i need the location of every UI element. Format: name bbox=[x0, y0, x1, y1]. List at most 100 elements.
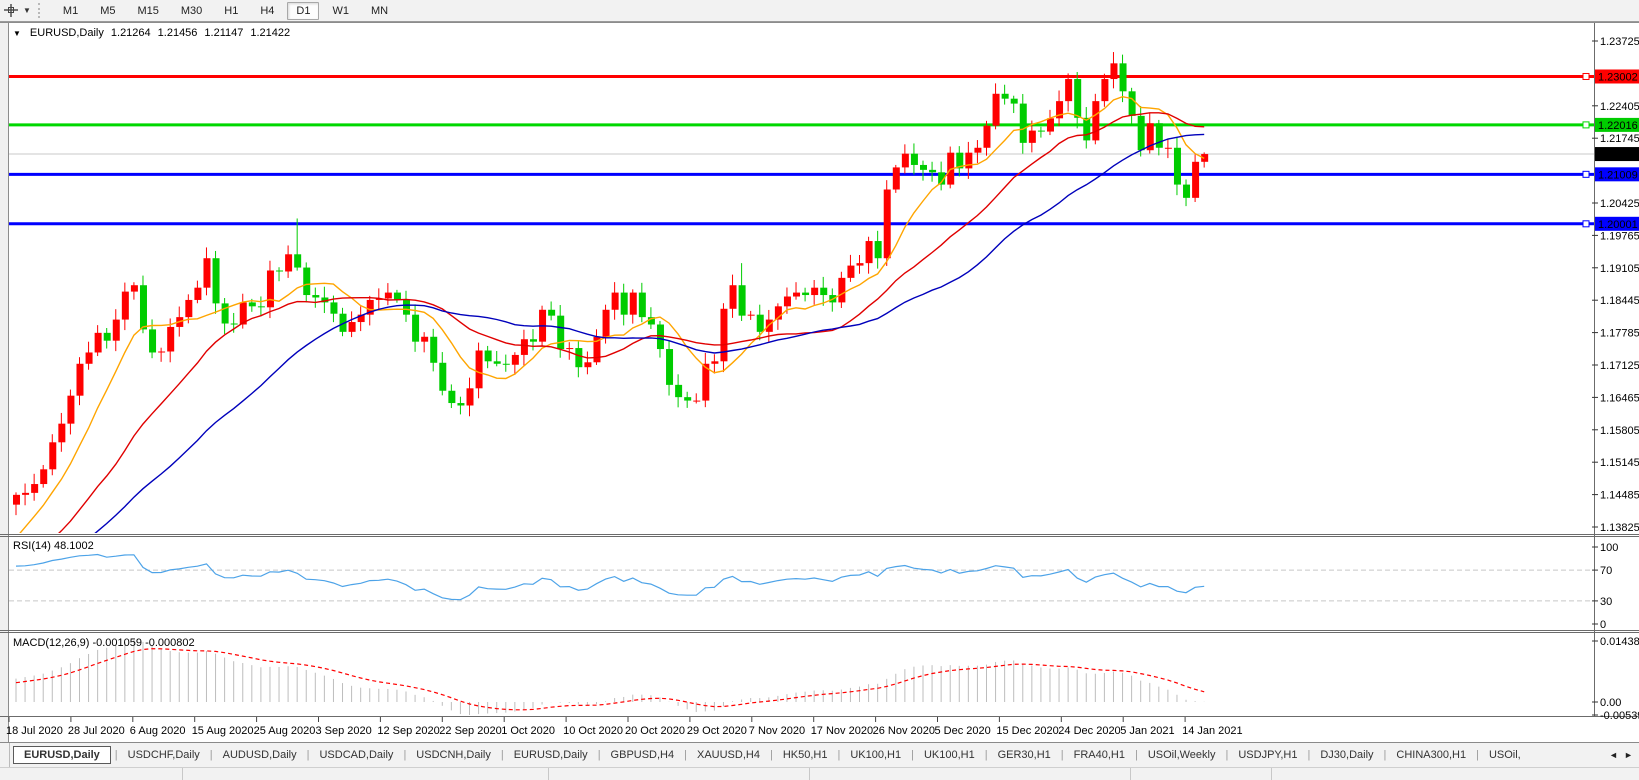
date-tick-label: 5 Dec 2020 bbox=[935, 725, 991, 737]
tf-button-M15[interactable]: M15 bbox=[137, 4, 159, 17]
macd-signal-line bbox=[15, 648, 1205, 711]
tf-button-W1[interactable]: W1 bbox=[332, 4, 349, 17]
chart-symbol-label: EURUSD,Daily bbox=[29, 27, 104, 39]
chart-low-value: 1.21147 bbox=[204, 27, 244, 39]
date-tick-label: 22 Sep 2020 bbox=[439, 725, 501, 737]
price-tag-1.21009[interactable] bbox=[1595, 167, 1639, 182]
chart-collapse-icon[interactable]: ▼ bbox=[13, 28, 21, 38]
top-toolbar: ▼ M1 M5 M15 M30 H1 H4 D1 W1 MN bbox=[0, 0, 1639, 22]
tab-scroll-right-icon[interactable]: ► bbox=[1624, 750, 1633, 760]
tf-button-MN[interactable]: MN bbox=[370, 4, 389, 17]
date-tick-label: 17 Nov 2020 bbox=[811, 725, 873, 737]
tab-separator: | bbox=[911, 749, 914, 761]
date-tick-label: 15 Dec 2020 bbox=[996, 725, 1058, 737]
tf-button-D1[interactable]: D1 bbox=[287, 1, 320, 20]
hline-handle-1.22016[interactable] bbox=[1582, 121, 1590, 129]
date-tick-label: 26 Nov 2020 bbox=[873, 725, 935, 737]
tab-separator: | bbox=[1134, 749, 1138, 761]
date-tick-label: 12 Sep 2020 bbox=[377, 725, 439, 737]
price-tick-label: 1.22405 bbox=[1600, 101, 1639, 113]
tab-USDCHF-Daily[interactable]: USDCHF,Daily bbox=[127, 749, 200, 761]
chart-high-value: 1.21456 bbox=[157, 27, 198, 39]
hline-handle-1.21009[interactable] bbox=[1582, 170, 1590, 178]
tab-separator: | bbox=[1476, 749, 1479, 761]
date-tick-label: 7 Nov 2020 bbox=[749, 725, 805, 737]
chart-close-value: 1.21422 bbox=[250, 27, 291, 39]
tab-HK50-H1[interactable]: HK50,H1 bbox=[782, 749, 828, 761]
tab-USOil-Weekly[interactable]: USOil,Weekly bbox=[1147, 749, 1216, 761]
tab-scroll-left-icon[interactable]: ◄ bbox=[1609, 750, 1618, 760]
tab-separator: | bbox=[306, 749, 310, 761]
tool-dropdown-caret-icon[interactable]: ▼ bbox=[23, 6, 31, 15]
date-tick-label: 25 Aug 2020 bbox=[254, 725, 316, 737]
tf-button-H1[interactable]: H1 bbox=[224, 4, 239, 17]
tab-separator: | bbox=[1060, 749, 1064, 761]
status-cell bbox=[1131, 768, 1272, 780]
price-tick-label: 1.14485 bbox=[1600, 490, 1639, 502]
price-tag-1.20001-label: 1.20001 bbox=[1598, 219, 1638, 231]
tab-separator: | bbox=[1225, 749, 1229, 761]
rsi-scale-label: 0 bbox=[1600, 619, 1606, 631]
tab-separator: | bbox=[209, 749, 213, 761]
price-tag-1.20001[interactable] bbox=[1595, 216, 1639, 231]
price-tick-label: 1.19765 bbox=[1600, 230, 1639, 242]
chart-open-value: 1.21264 bbox=[110, 27, 151, 39]
ma-mid-line bbox=[58, 112, 1205, 533]
tf-button-M5[interactable]: M5 bbox=[100, 4, 116, 17]
tab-USDCAD-Daily[interactable]: USDCAD,Daily bbox=[319, 749, 394, 761]
date-tick-label: 18 Jul 2020 bbox=[6, 725, 63, 737]
tab-separator: | bbox=[114, 749, 118, 761]
tab-GBPUSD-H4[interactable]: GBPUSD,H4 bbox=[610, 749, 675, 761]
price-tick-label: 1.18445 bbox=[1600, 295, 1639, 307]
tab-CHINA300-H1[interactable]: CHINA300,H1 bbox=[1396, 749, 1467, 761]
tab-USDJPY-H1[interactable]: USDJPY,H1 bbox=[1238, 749, 1298, 761]
tab-separator: | bbox=[403, 749, 407, 761]
tf-button-H4[interactable]: H4 bbox=[260, 4, 275, 17]
toolbar-grip[interactable] bbox=[37, 3, 44, 18]
tf-button-M30[interactable]: M30 bbox=[180, 4, 203, 17]
tab-EURUSD-Daily[interactable]: EURUSD,Daily bbox=[513, 749, 588, 761]
tab-UK100-H1[interactable]: UK100,H1 bbox=[850, 749, 902, 761]
tab-scroll-arrows: ◄ ► bbox=[1606, 747, 1639, 763]
tab-UK100-H1[interactable]: UK100,H1 bbox=[923, 749, 975, 761]
price-tick-label: 1.19105 bbox=[1600, 263, 1639, 275]
symbol-tabs: EURUSD,Daily | USDCHF,Daily | AUDUSD,Daily | U… bbox=[10, 746, 1530, 764]
macd-scale-label: 0.00 bbox=[1600, 697, 1621, 709]
tab-EURUSD-Daily[interactable]: EURUSD,Daily bbox=[13, 746, 111, 764]
price-tick-label: 1.17785 bbox=[1600, 328, 1639, 340]
date-tick-label: 15 Aug 2020 bbox=[192, 725, 254, 737]
tab-FRA40-H1[interactable]: FRA40,H1 bbox=[1073, 749, 1125, 761]
crosshair-tool-icon[interactable] bbox=[3, 3, 21, 18]
status-cell bbox=[549, 768, 810, 780]
price-tag-1.23002[interactable] bbox=[1595, 69, 1639, 84]
rsi-scale-label: 30 bbox=[1600, 596, 1612, 608]
date-tick-label: 5 Jan 2021 bbox=[1120, 725, 1174, 737]
hline-handle-1.23002[interactable] bbox=[1582, 72, 1590, 80]
tab-USDCNH-Daily[interactable]: USDCNH,Daily bbox=[416, 749, 491, 761]
chart-header: ▼ EURUSD,Daily 1.21264 1.21456 1.21147 1… bbox=[13, 27, 290, 39]
price-tag-1.22016[interactable] bbox=[1595, 117, 1639, 132]
status-bar bbox=[0, 767, 1639, 780]
candles-layer bbox=[13, 52, 1209, 516]
tab-DJ30-Daily[interactable]: DJ30,Daily bbox=[1320, 749, 1374, 761]
tab-AUDUSD-Daily[interactable]: AUDUSD,Daily bbox=[222, 749, 297, 761]
tab-separator: | bbox=[837, 749, 841, 761]
ma-slow-line bbox=[94, 133, 1205, 533]
date-tick-label: 20 Oct 2020 bbox=[625, 725, 685, 737]
tf-button-M1[interactable]: M1 bbox=[62, 4, 79, 17]
price-tick-label: 1.21745 bbox=[1600, 133, 1639, 145]
price-tick-label: 1.20425 bbox=[1600, 198, 1639, 210]
date-tick-label: 29 Oct 2020 bbox=[687, 725, 747, 737]
tab-separator: | bbox=[684, 749, 687, 761]
date-tick-label: 10 Oct 2020 bbox=[563, 725, 623, 737]
hline-handle-1.20001[interactable] bbox=[1582, 220, 1590, 228]
status-cell bbox=[0, 768, 183, 780]
date-tick-label: 24 Dec 2020 bbox=[1058, 725, 1120, 737]
tab-USOil-[interactable]: USOil, bbox=[1488, 749, 1521, 761]
tab-GER30-H1[interactable]: GER30,H1 bbox=[997, 749, 1051, 761]
rsi-label: RSI(14) 48.1002 bbox=[13, 540, 94, 552]
current-price-tag[interactable] bbox=[1595, 147, 1639, 162]
price-tag-1.21009-label: 1.21009 bbox=[1598, 169, 1638, 181]
tab-XAUUSD-H4[interactable]: XAUUSD,H4 bbox=[696, 749, 760, 761]
